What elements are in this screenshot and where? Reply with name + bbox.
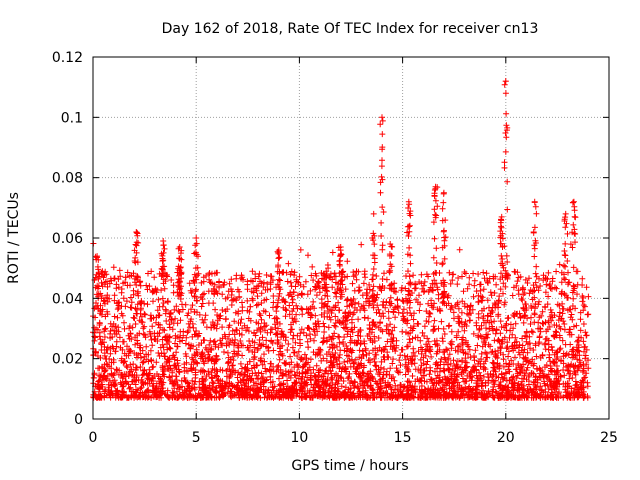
- y-tick-label: 0.06: [52, 231, 83, 247]
- y-axis-label: ROTI / TECUs: [6, 192, 22, 284]
- data-points: [90, 78, 592, 401]
- y-tick-label: 0.02: [52, 352, 83, 368]
- y-tick-label: 0.04: [52, 291, 83, 307]
- y-tick-label: 0.08: [52, 171, 83, 187]
- axis-ticks: 0 5 10 15 20 25 0 0.02 0.04 0.06 0.08 0.1 0.12: [52, 50, 618, 446]
- x-axis-label: GPS time / hours: [291, 458, 408, 474]
- roti-series-markers: [90, 78, 592, 401]
- chart-title: Day 162 of 2018, Rate Of TEC Index for r…: [162, 21, 539, 37]
- y-tick-label: 0.1: [61, 110, 83, 126]
- x-tick-label: 20: [497, 430, 515, 446]
- y-tick-label: 0.12: [52, 50, 83, 66]
- x-tick-label: 10: [290, 430, 308, 446]
- x-tick-label: 15: [394, 430, 412, 446]
- x-tick-label: 0: [89, 430, 98, 446]
- x-tick-label: 5: [192, 430, 201, 446]
- y-tick-label: 0: [74, 412, 83, 428]
- x-tick-label: 25: [600, 430, 618, 446]
